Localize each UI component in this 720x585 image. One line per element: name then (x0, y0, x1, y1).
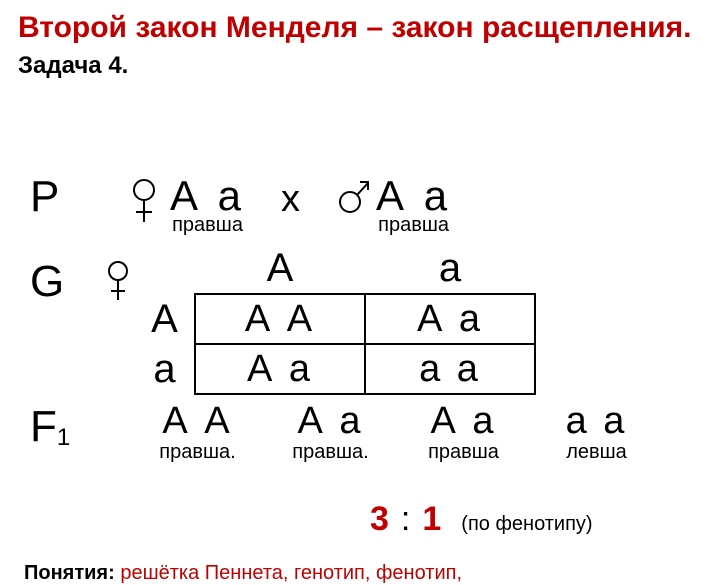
punnett-cell-11: а а (365, 344, 535, 394)
punnett-cell-01: А а (365, 294, 535, 344)
concepts-label: Понятия: (24, 562, 115, 584)
female-genotype: А а (170, 172, 245, 220)
parent-male: А а правша (376, 172, 451, 237)
male-genotype: А а (376, 172, 451, 220)
offspring-3-geno: а а (566, 400, 628, 443)
male-phenotype: правша (378, 214, 449, 237)
label-F1: F1 (30, 402, 70, 452)
offspring-1-pheno: правша. (292, 441, 368, 464)
punnett-corner (135, 244, 195, 294)
offspring-1-geno: А а (297, 400, 363, 443)
slide-title: Второй закон Менделя – закон расщепления… (0, 0, 720, 82)
concepts-list: решётка Пеннета, генотип, фенотип, (120, 562, 462, 584)
punnett-table: А а А А А А а а А а а а (135, 244, 536, 395)
ratio-left: 3 (370, 500, 389, 539)
offspring-2-geno: А а (430, 400, 496, 443)
offspring-2-pheno: правша (428, 441, 499, 464)
title-main: Второй закон Менделя – закон расщепления… (18, 11, 692, 44)
female-icon (130, 178, 160, 226)
concepts-line: Понятия: решётка Пеннета, генотип, фенот… (24, 562, 462, 585)
offspring-0: А А правша. (145, 400, 250, 464)
ratio-right: 1 (422, 500, 441, 539)
ratio-note: (по фенотипу) (461, 513, 592, 536)
gamete-female-icon (105, 260, 131, 309)
punnett-col-1: а (365, 244, 535, 294)
offspring-0-geno: А А (162, 400, 232, 443)
male-icon (336, 178, 366, 226)
punnett-cell-10: А а (195, 344, 365, 394)
offspring-row: А А правша. А а правша. А а правша а а л… (145, 400, 649, 464)
punnett-row-0: А (135, 294, 195, 344)
title-sub: Задача 4. (18, 52, 128, 79)
female-phenotype: правша (172, 214, 243, 237)
offspring-0-pheno: правша. (159, 441, 235, 464)
offspring-3-pheno: левша (566, 441, 627, 464)
punnett-col-0: А (195, 244, 365, 294)
label-G: G (30, 257, 64, 307)
parent-female: А а правша (170, 172, 245, 237)
offspring-1: А а правша. (278, 400, 383, 464)
offspring-3: а а левша (544, 400, 649, 464)
label-F1-sub: 1 (57, 424, 70, 451)
cross-symbol: х (281, 178, 300, 221)
ratio-line: 3 : 1 (по фенотипу) (370, 500, 593, 539)
punnett-row-1: а (135, 344, 195, 394)
punnett-square: А а А А А А а а А а а а (135, 244, 536, 395)
punnett-cell-00: А А (195, 294, 365, 344)
parents-row: А а правша х А а правша (130, 172, 451, 237)
label-F1-letter: F (30, 402, 57, 451)
label-P: P (30, 172, 59, 222)
offspring-2: А а правша (411, 400, 516, 464)
ratio-sep: : (401, 500, 410, 539)
